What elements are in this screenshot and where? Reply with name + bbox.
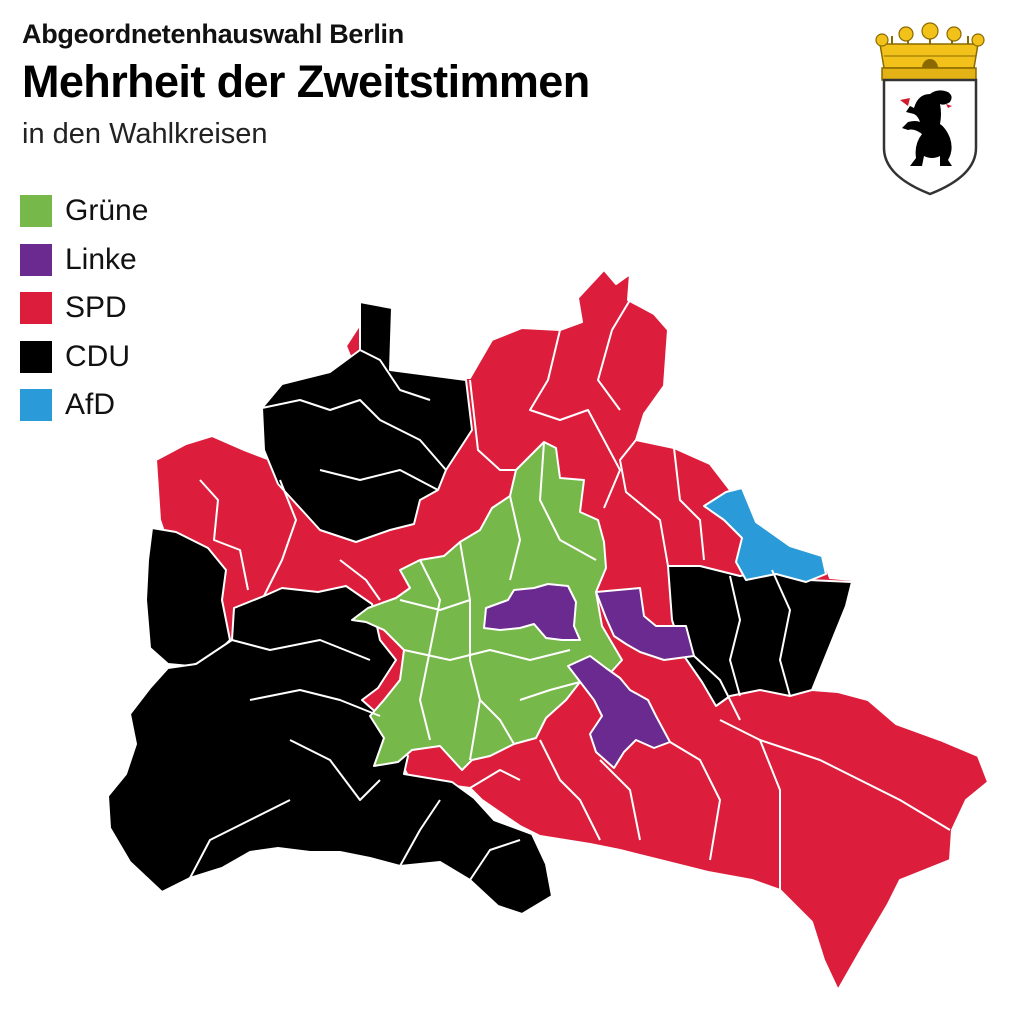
bear-icon (900, 90, 952, 166)
legend-label-afd: AfD (65, 388, 116, 422)
legend-label-gruene: Grüne (65, 194, 149, 228)
district-boundaries (189, 299, 951, 890)
header: Abgeordnetenhauswahl Berlin Mehrheit der… (22, 14, 590, 158)
region-cdu-steglitz-zehlendorf (107, 585, 553, 915)
legend-swatch-spd (20, 292, 52, 325)
legend-item-linke: Linke (20, 236, 148, 285)
legend-item-gruene: Grüne (20, 187, 148, 236)
region-afd-marzahn-nord (703, 487, 827, 583)
legend: Grüne Linke SPD CDU AfD (20, 187, 148, 430)
region-linke-friedrichshain (483, 583, 581, 641)
legend-label-spd: SPD (65, 291, 127, 325)
legend-swatch-cdu (20, 340, 52, 373)
subtitle: in den Wahlkreisen (22, 118, 268, 150)
crown-icon (875, 22, 985, 81)
berlin-coat-of-arms-icon (875, 22, 985, 196)
region-cdu-reinickendorf (261, 301, 473, 543)
page-title: Mehrheit der Zweitstimmen (22, 56, 590, 107)
region-linke-treptow-nord (567, 655, 671, 769)
legend-item-afd: AfD (20, 381, 148, 430)
legend-item-cdu: CDU (20, 333, 148, 382)
legend-label-linke: Linke (65, 242, 137, 276)
legend-item-spd: SPD (20, 284, 148, 333)
legend-swatch-afd (20, 389, 52, 422)
legend-label-cdu: CDU (65, 339, 130, 373)
kicker: Abgeordnetenhauswahl Berlin (22, 19, 404, 49)
legend-swatch-gruene (20, 195, 52, 228)
legend-swatch-linke (20, 243, 52, 276)
